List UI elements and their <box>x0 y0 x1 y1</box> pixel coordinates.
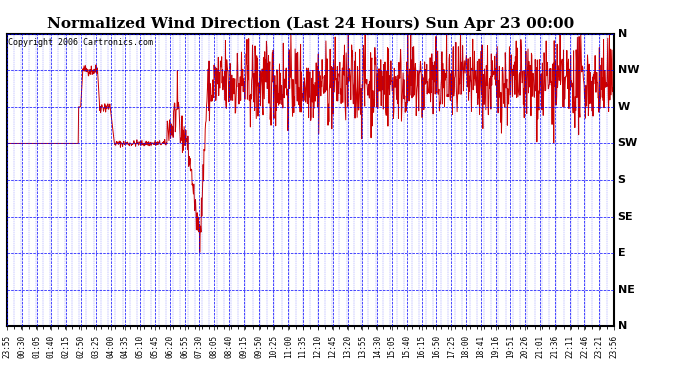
Text: NW: NW <box>618 65 639 75</box>
Text: SE: SE <box>618 211 633 222</box>
Text: S: S <box>618 175 626 185</box>
Text: E: E <box>618 248 625 258</box>
Text: SW: SW <box>618 138 638 148</box>
Text: N: N <box>618 29 627 39</box>
Text: Copyright 2006 Cartronics.com: Copyright 2006 Cartronics.com <box>8 38 153 47</box>
Text: N: N <box>618 321 627 331</box>
Text: NE: NE <box>618 285 634 295</box>
Title: Normalized Wind Direction (Last 24 Hours) Sun Apr 23 00:00: Normalized Wind Direction (Last 24 Hours… <box>47 17 574 31</box>
Text: W: W <box>618 102 630 112</box>
